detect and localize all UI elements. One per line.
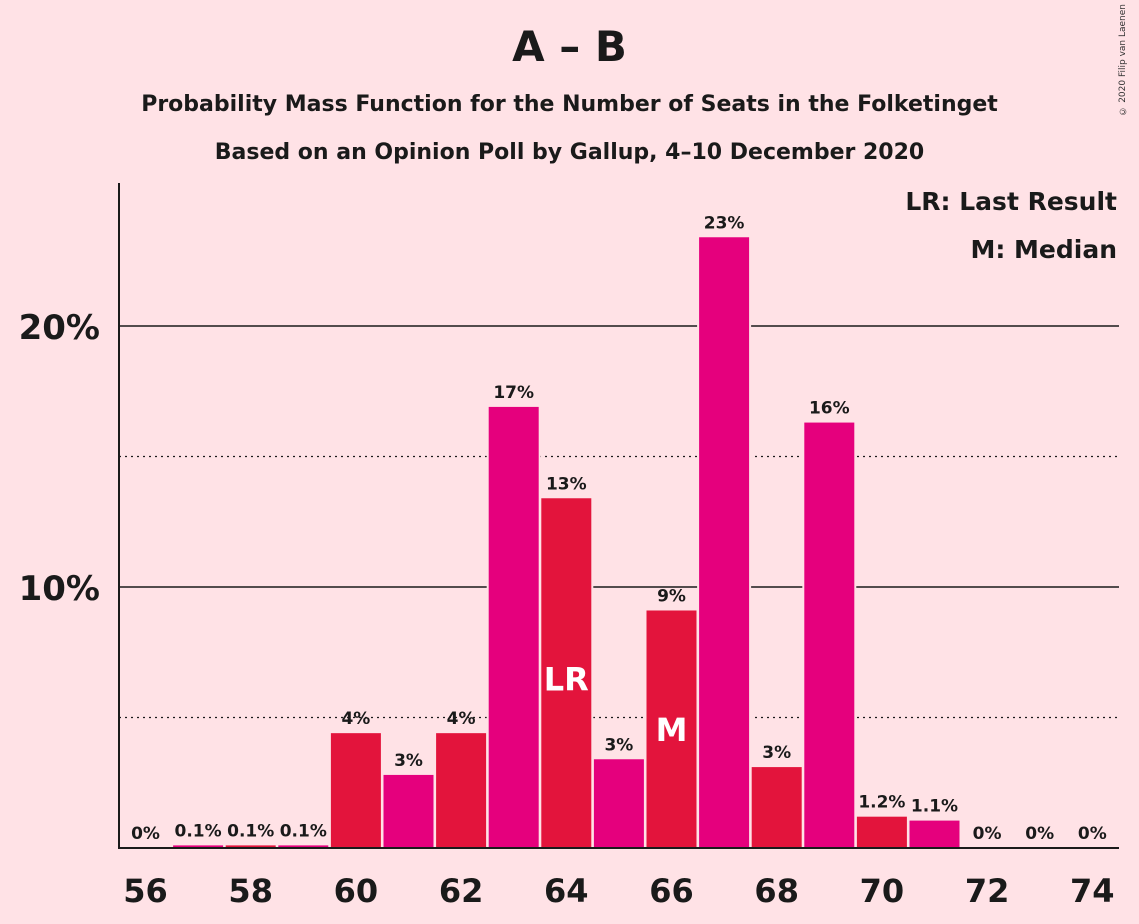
- chart-title: A – B: [512, 22, 627, 71]
- x-tick-label: 56: [123, 872, 168, 910]
- bar-69: [804, 422, 855, 848]
- bar-59: [278, 845, 329, 848]
- data-label: 0%: [1078, 824, 1107, 844]
- data-label: 3%: [762, 743, 791, 763]
- x-tick-label: 60: [334, 872, 379, 910]
- bar-66: [646, 610, 697, 848]
- data-label: 0.1%: [227, 821, 274, 841]
- bar-58: [225, 845, 276, 848]
- data-label: 0%: [973, 824, 1002, 844]
- legend-item: M: Median: [970, 235, 1117, 264]
- bar-61: [383, 774, 434, 848]
- bar-67: [699, 237, 750, 848]
- bar-68: [751, 767, 802, 848]
- x-tick-label: 68: [754, 872, 799, 910]
- data-label: 9%: [657, 586, 686, 606]
- x-tick-label: 62: [439, 872, 484, 910]
- bar-62: [436, 733, 487, 848]
- x-tick-label: 70: [860, 872, 905, 910]
- data-label: 23%: [704, 213, 745, 233]
- chart-subtitle-line1: Probability Mass Function for the Number…: [141, 92, 998, 117]
- x-tick-label: 66: [649, 872, 694, 910]
- data-label: 0.1%: [175, 821, 222, 841]
- data-label: 4%: [447, 709, 476, 729]
- bar-71: [909, 820, 960, 848]
- data-label: 3%: [394, 751, 423, 771]
- x-tick-label: 74: [1070, 872, 1115, 910]
- chart-subtitle-line2: Based on an Opinion Poll by Gallup, 4–10…: [214, 140, 925, 165]
- bar-57: [173, 845, 224, 848]
- data-label: 0%: [1025, 824, 1054, 844]
- x-tick-label: 58: [228, 872, 273, 910]
- data-label: 4%: [341, 709, 370, 729]
- legend-item: LR: Last Result: [905, 187, 1117, 216]
- bar-60: [330, 733, 381, 848]
- bar-70: [856, 816, 907, 848]
- data-label: 16%: [809, 399, 850, 419]
- bar-63: [488, 406, 539, 848]
- marker-label-lr: LR: [544, 661, 589, 699]
- x-tick-label: 72: [965, 872, 1010, 910]
- x-tick-label: 64: [544, 872, 589, 910]
- bar-65: [593, 759, 644, 848]
- y-tick-label: 20%: [19, 308, 100, 348]
- data-label: 1.1%: [911, 797, 958, 817]
- data-label: 3%: [604, 735, 633, 755]
- y-tick-label: 10%: [19, 569, 100, 609]
- data-label: 0.1%: [280, 821, 327, 841]
- data-label: 13%: [546, 474, 587, 494]
- marker-label-m: M: [656, 711, 688, 749]
- data-label: 1.2%: [858, 793, 905, 813]
- bar-64: [541, 498, 592, 848]
- data-label: 0%: [131, 824, 160, 844]
- data-label: 17%: [493, 383, 534, 403]
